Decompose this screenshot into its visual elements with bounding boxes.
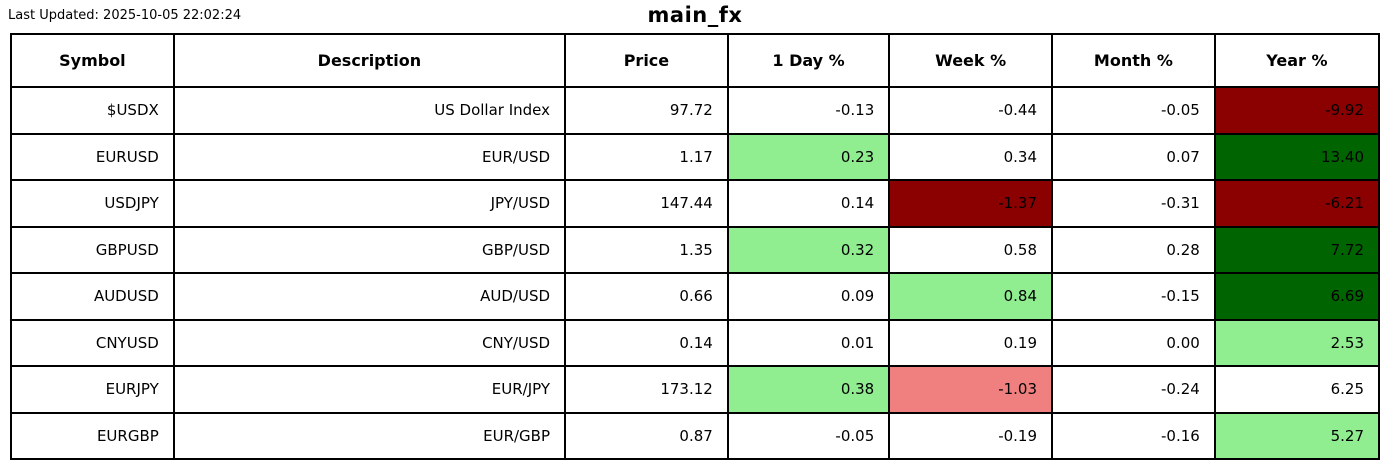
col-header-price: Price (564, 33, 729, 88)
week-pct-cell: 0.84 (888, 272, 1054, 321)
month-pct-cell: 0.07 (1051, 132, 1216, 181)
month-pct-cell: 0.28 (1051, 225, 1216, 274)
day-pct-cell: 0.09 (726, 272, 891, 321)
week-pct-cell: -0.44 (888, 86, 1054, 135)
year-pct-cell: 6.25 (1213, 365, 1381, 414)
price-cell: 0.14 (564, 318, 729, 367)
col-header-symbol: Symbol (10, 33, 175, 88)
page-title: main_fx (647, 3, 743, 27)
year-pct-cell: 2.53 (1213, 318, 1381, 367)
price-cell: 1.17 (564, 132, 729, 181)
table-row: EURGBP EUR/GBP 0.87 -0.05 -0.19 -0.16 5.… (10, 411, 1381, 460)
description-cell: US Dollar Index (172, 86, 567, 135)
table-row: AUDUSD AUD/USD 0.66 0.09 0.84 -0.15 6.69 (10, 272, 1381, 321)
last-updated-label: Last Updated: 2025-10-05 22:02:24 (8, 8, 242, 23)
symbol-cell: EURUSD (10, 132, 175, 181)
fx-table-header: Symbol Description Price 1 Day % Week % … (10, 33, 1381, 88)
description-cell: EUR/GBP (172, 411, 567, 460)
day-pct-cell: 0.32 (726, 225, 891, 274)
year-pct-cell: -6.21 (1213, 179, 1381, 228)
symbol-cell: AUDUSD (10, 272, 175, 321)
description-cell: JPY/USD (172, 179, 567, 228)
day-pct-cell: 0.01 (726, 318, 891, 367)
table-row: USDJPY JPY/USD 147.44 0.14 -1.37 -0.31 -… (10, 179, 1381, 228)
price-cell: 0.66 (564, 272, 729, 321)
description-cell: EUR/USD (172, 132, 567, 181)
table-row: EURJPY EUR/JPY 173.12 0.38 -1.03 -0.24 6… (10, 365, 1381, 414)
fx-table: Symbol Description Price 1 Day % Week % … (10, 33, 1381, 460)
day-pct-cell: 0.14 (726, 179, 891, 228)
symbol-cell: EURJPY (10, 365, 175, 414)
symbol-cell: $USDX (10, 86, 175, 135)
table-row: $USDX US Dollar Index 97.72 -0.13 -0.44 … (10, 86, 1381, 135)
year-pct-cell: 6.69 (1213, 272, 1381, 321)
col-header-week-pct: Week % (888, 33, 1054, 88)
month-pct-cell: 0.00 (1051, 318, 1216, 367)
fx-table-body: $USDX US Dollar Index 97.72 -0.13 -0.44 … (10, 86, 1381, 460)
week-pct-cell: 0.19 (888, 318, 1054, 367)
month-pct-cell: -0.05 (1051, 86, 1216, 135)
table-row: CNYUSD CNY/USD 0.14 0.01 0.19 0.00 2.53 (10, 318, 1381, 367)
col-header-description: Description (172, 33, 567, 88)
day-pct-cell: 0.38 (726, 365, 891, 414)
symbol-cell: EURGBP (10, 411, 175, 460)
price-cell: 147.44 (564, 179, 729, 228)
day-pct-cell: -0.13 (726, 86, 891, 135)
month-pct-cell: -0.16 (1051, 411, 1216, 460)
year-pct-cell: -9.92 (1213, 86, 1381, 135)
col-header-year-pct: Year % (1213, 33, 1381, 88)
year-pct-cell: 5.27 (1213, 411, 1381, 460)
week-pct-cell: -0.19 (888, 411, 1054, 460)
price-cell: 1.35 (564, 225, 729, 274)
week-pct-cell: 0.34 (888, 132, 1054, 181)
week-pct-cell: 0.58 (888, 225, 1054, 274)
header-row: Symbol Description Price 1 Day % Week % … (10, 33, 1381, 88)
week-pct-cell: -1.37 (888, 179, 1054, 228)
table-row: GBPUSD GBP/USD 1.35 0.32 0.58 0.28 7.72 (10, 225, 1381, 274)
symbol-cell: USDJPY (10, 179, 175, 228)
week-pct-cell: -1.03 (888, 365, 1054, 414)
symbol-cell: GBPUSD (10, 225, 175, 274)
description-cell: AUD/USD (172, 272, 567, 321)
description-cell: GBP/USD (172, 225, 567, 274)
description-cell: EUR/JPY (172, 365, 567, 414)
price-cell: 97.72 (564, 86, 729, 135)
price-cell: 173.12 (564, 365, 729, 414)
day-pct-cell: 0.23 (726, 132, 891, 181)
description-cell: CNY/USD (172, 318, 567, 367)
month-pct-cell: -0.15 (1051, 272, 1216, 321)
symbol-cell: CNYUSD (10, 318, 175, 367)
price-cell: 0.87 (564, 411, 729, 460)
month-pct-cell: -0.24 (1051, 365, 1216, 414)
year-pct-cell: 13.40 (1213, 132, 1381, 181)
table-row: EURUSD EUR/USD 1.17 0.23 0.34 0.07 13.40 (10, 132, 1381, 181)
month-pct-cell: -0.31 (1051, 179, 1216, 228)
col-header-month-pct: Month % (1051, 33, 1216, 88)
year-pct-cell: 7.72 (1213, 225, 1381, 274)
col-header-day-pct: 1 Day % (726, 33, 891, 88)
day-pct-cell: -0.05 (726, 411, 891, 460)
